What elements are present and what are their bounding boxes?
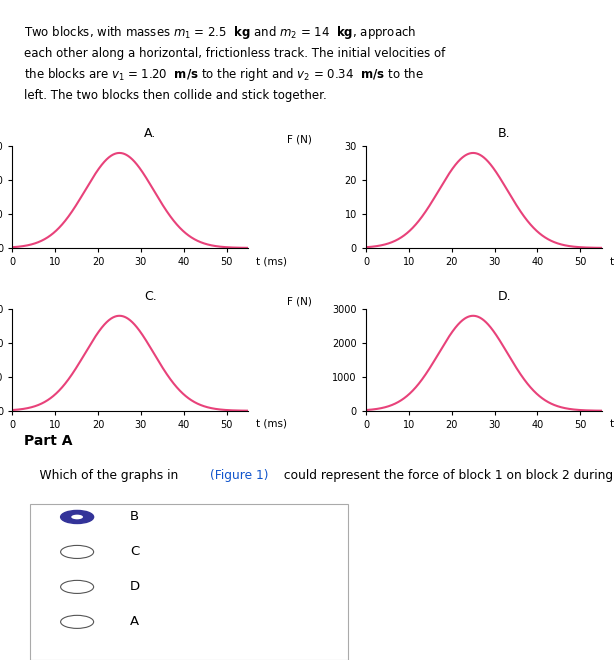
Text: B.: B.: [498, 127, 511, 140]
X-axis label: t (ms): t (ms): [256, 419, 287, 429]
Circle shape: [61, 616, 93, 628]
Y-axis label: F (N): F (N): [287, 297, 313, 307]
Circle shape: [71, 515, 83, 520]
X-axis label: t (ms): t (ms): [610, 256, 614, 266]
Circle shape: [61, 580, 93, 594]
Text: (Figure 1): (Figure 1): [210, 469, 268, 482]
Text: B: B: [130, 510, 139, 524]
Text: A: A: [130, 616, 139, 628]
Circle shape: [61, 546, 93, 558]
Text: D: D: [130, 580, 140, 594]
X-axis label: t (ms): t (ms): [610, 419, 614, 429]
Text: A.: A.: [144, 127, 157, 140]
Text: Two blocks, with masses $m_1$ = 2.5  $\mathbf{kg}$ and $m_2$ = 14  $\mathbf{kg}$: Two blocks, with masses $m_1$ = 2.5 $\ma…: [24, 25, 445, 102]
Text: C: C: [130, 546, 139, 558]
Circle shape: [61, 510, 93, 524]
Text: Which of the graphs in: Which of the graphs in: [24, 469, 182, 482]
Text: D.: D.: [498, 290, 511, 303]
FancyBboxPatch shape: [30, 504, 348, 660]
Text: could represent the force of block 1 on block 2 during the collision?: could represent the force of block 1 on …: [281, 469, 614, 482]
Y-axis label: F (N): F (N): [287, 134, 313, 144]
X-axis label: t (ms): t (ms): [256, 256, 287, 266]
Text: C.: C.: [144, 290, 157, 303]
Text: Part A: Part A: [24, 434, 72, 448]
